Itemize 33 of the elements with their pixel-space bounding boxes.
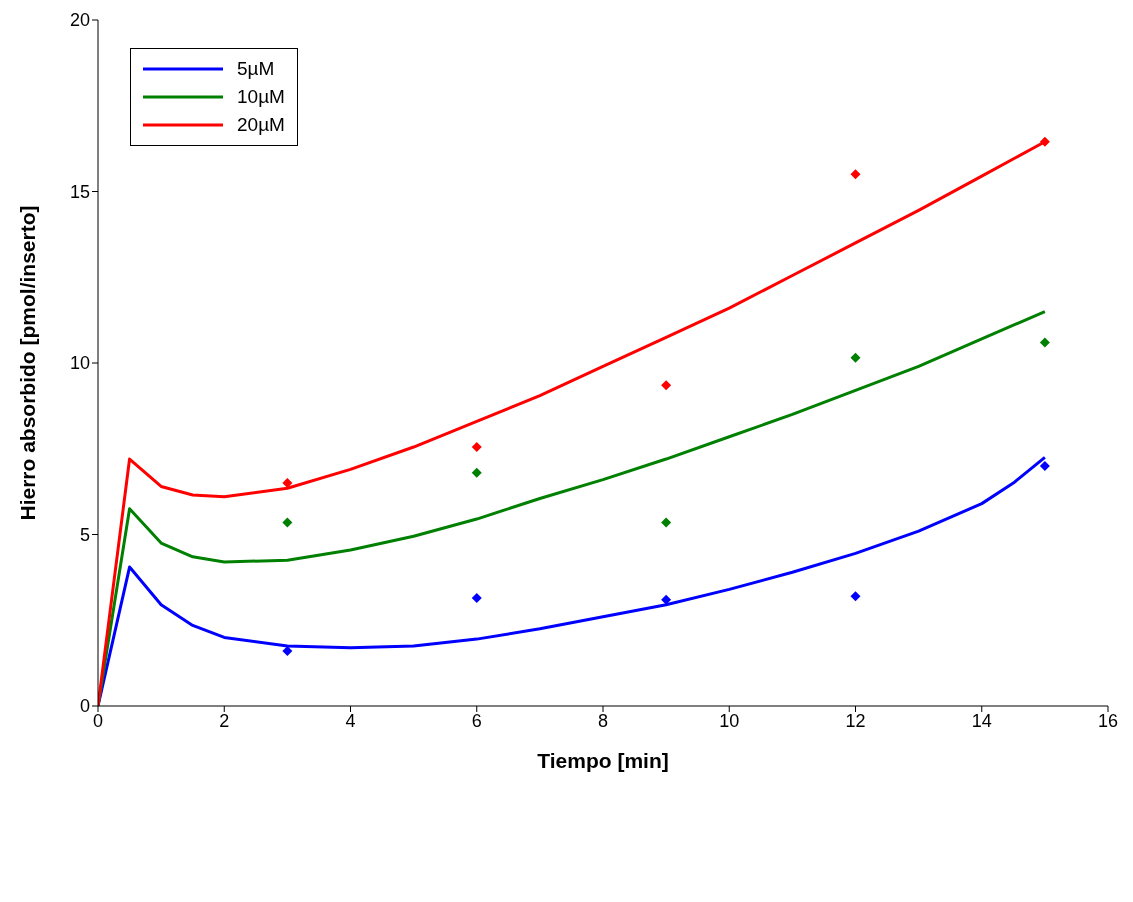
x-axis-title: Tiempo [min] xyxy=(537,749,669,772)
point xyxy=(850,169,861,180)
x-tick-label: 4 xyxy=(345,710,356,731)
y-tick-label: 15 xyxy=(69,181,90,202)
x-tick-label: 8 xyxy=(597,710,609,731)
x-tick-label: 14 xyxy=(971,710,992,731)
y-tick-label: 10 xyxy=(69,353,90,374)
x-tick-label: 16 xyxy=(1097,710,1119,731)
point xyxy=(471,442,482,453)
point xyxy=(850,352,861,363)
y-tick-label: 5 xyxy=(79,524,90,545)
point xyxy=(471,467,482,478)
point xyxy=(850,591,861,602)
x-tick-label: 2 xyxy=(219,710,230,731)
y-axis-title: Hierro absorbido [pmol/inserto] xyxy=(16,205,40,521)
x-tick-label: 12 xyxy=(845,710,866,731)
point xyxy=(471,592,482,603)
point xyxy=(661,594,672,605)
legend-label: 10µM xyxy=(237,86,285,108)
point xyxy=(661,517,672,528)
point xyxy=(1039,136,1050,147)
point xyxy=(661,380,672,391)
legend-label: 5µM xyxy=(237,58,275,80)
x-tick-label: 0 xyxy=(92,710,104,731)
point xyxy=(282,646,293,657)
point xyxy=(1039,337,1050,348)
point xyxy=(282,517,293,528)
y-tick-label: 0 xyxy=(79,696,90,717)
legend-label: 20µM xyxy=(237,114,285,136)
x-tick-label: 10 xyxy=(719,710,740,731)
x-tick-label: 6 xyxy=(471,710,482,731)
y-tick-label: 20 xyxy=(69,10,90,31)
point xyxy=(1039,460,1050,471)
